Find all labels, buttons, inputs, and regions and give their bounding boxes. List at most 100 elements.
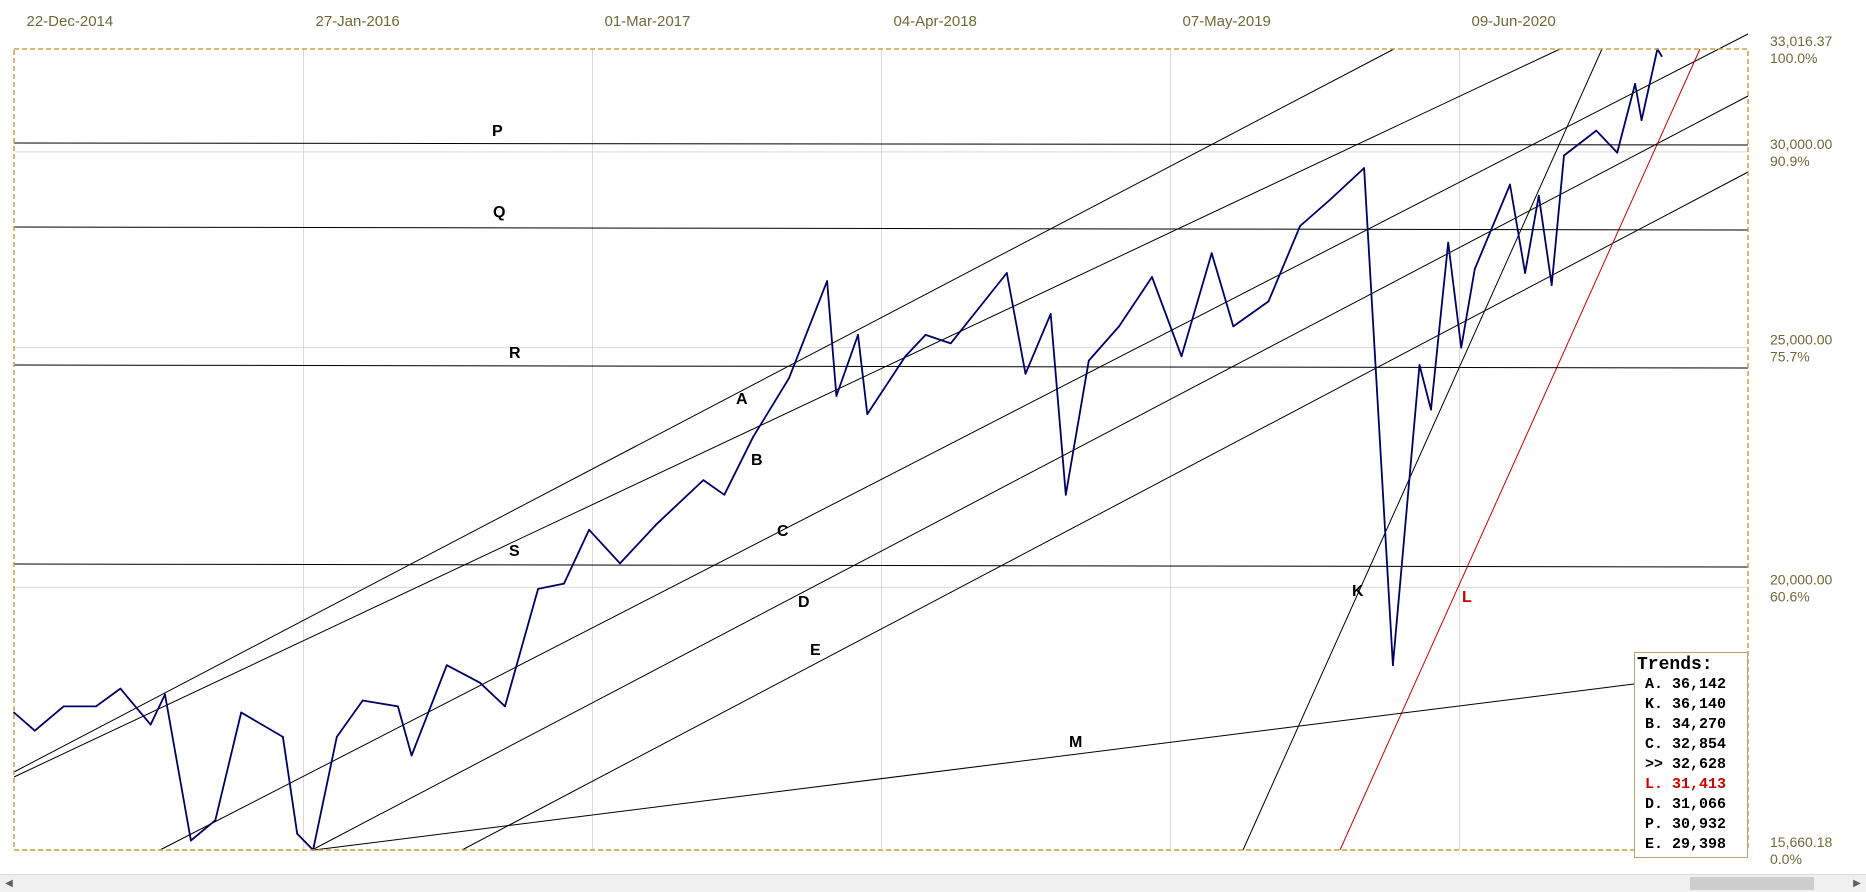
trends-title: Trends: [1637, 655, 1713, 675]
price-point [537, 588, 539, 590]
price-point [1180, 355, 1183, 358]
x-tick-label: 04-Apr-2018 [894, 13, 977, 30]
price-point [1267, 300, 1270, 303]
plot-frame [13, 48, 1749, 851]
price-point [1660, 55, 1663, 57]
price-line [13, 48, 1663, 851]
price-point [1329, 198, 1332, 201]
price-point [1299, 225, 1301, 227]
price-point [826, 280, 828, 282]
trend-row: D. 31,066 [1645, 796, 1727, 813]
trend-label-k: K [1352, 583, 1364, 600]
x-axis-labels: 22-Dec-2014 27-Jan-2016 01-Mar-2017 04-Apr-… [27, 13, 1556, 30]
trend-line-k [1242, 48, 1603, 851]
trend-row: A. 36,142 [1645, 676, 1727, 693]
price-point [504, 705, 506, 708]
price-point [95, 705, 97, 708]
trend-line-q [13, 226, 1749, 231]
scroll-left-arrow-icon[interactable]: ◀ [5, 878, 13, 889]
trend-label-p: P [492, 123, 503, 140]
price-point [479, 681, 481, 684]
price-point [1616, 151, 1619, 154]
trend-lines [13, 33, 1749, 851]
trend-line-p [13, 142, 1749, 146]
y-tick-label: 33,016.37 [1770, 33, 1832, 49]
price-point [949, 342, 952, 345]
price-point [788, 377, 790, 380]
price-point [445, 664, 448, 667]
price-point [1118, 325, 1120, 328]
price-point [702, 479, 705, 481]
y-tick-label: 20,000.00 [1770, 571, 1832, 587]
price-point [1430, 408, 1432, 411]
price-point [835, 395, 838, 397]
trend-label-e: E [810, 642, 821, 659]
horizontal-scrollbar[interactable]: ◀ ▶ [0, 874, 1866, 892]
y-tick-percent: 75.7% [1770, 349, 1810, 365]
y-tick-label: 25,000.00 [1770, 332, 1832, 348]
scroll-right-arrow-icon[interactable]: ▶ [1853, 878, 1861, 889]
trend-row: L. 31,413 [1645, 776, 1727, 793]
y-tick-percent: 60.6% [1770, 588, 1810, 604]
trend-row: B. 34,270 [1645, 716, 1727, 733]
price-point [1005, 272, 1008, 274]
scroll-thumb[interactable] [1690, 877, 1814, 890]
trend-label-q: Q [493, 204, 505, 221]
price-point [214, 819, 217, 822]
price-point [190, 839, 192, 842]
trends-panel: Trends: A. 36,142 K. 36,140 B. 34,270 C. 32… [1634, 652, 1748, 858]
price-point [1640, 119, 1643, 121]
price-point [1418, 364, 1421, 366]
price-point [752, 436, 754, 439]
price-point [563, 582, 565, 585]
stock-chart: 22-Dec-2014 27-Jan-2016 01-Mar-2017 04-Apr-… [13, 13, 1832, 867]
y-tick-percent: 100.0% [1770, 50, 1817, 66]
price-point [282, 736, 284, 738]
x-tick-label: 07-May-2019 [1183, 13, 1271, 30]
trend-line-a [13, 48, 1395, 773]
trend-label-l: L [1462, 589, 1472, 606]
trend-label-m: M [1069, 734, 1082, 751]
price-point [164, 693, 166, 696]
price-point [1049, 313, 1052, 315]
price-point [13, 711, 15, 714]
price-point [1087, 359, 1090, 362]
trend-line-e [461, 171, 1749, 851]
y-tick-label: 30,000.00 [1770, 136, 1832, 152]
trend-line-b [13, 48, 1561, 778]
price-point [1392, 664, 1394, 667]
trend-line-r [13, 364, 1749, 369]
price-point [866, 413, 869, 415]
trend-line-c [159, 33, 1749, 851]
trend-label-d: D [798, 594, 810, 611]
price-point [904, 355, 907, 358]
trend-row: P. 30,932 [1645, 816, 1727, 833]
x-tick-label: 27-Jan-2016 [316, 13, 400, 30]
trend-line-l [1339, 48, 1701, 851]
price-point [1151, 276, 1153, 278]
price-point [588, 528, 590, 531]
price-point [1064, 493, 1067, 496]
price-point [1363, 167, 1365, 170]
trends-list: A. 36,142 K. 36,140 B. 34,270 C. 32,854 >> 3… [1635, 675, 1747, 855]
y-tick-percent: 90.9% [1770, 153, 1810, 169]
price-point [1509, 183, 1511, 186]
trend-label-c: C [777, 523, 789, 540]
price-series [13, 48, 1663, 851]
price-point [1524, 272, 1526, 274]
trend-label-r: R [509, 345, 521, 362]
trend-label-b: B [751, 452, 763, 469]
trend-row: >> 32,628 [1645, 756, 1727, 773]
price-point [335, 736, 338, 738]
price-point [1595, 129, 1598, 132]
price-point [1550, 284, 1553, 286]
trend-row: E. 29,398 [1645, 836, 1727, 853]
price-point [296, 832, 299, 835]
price-point [1447, 241, 1450, 244]
price-point [397, 705, 399, 708]
grid-lines [14, 49, 1748, 850]
price-point [240, 711, 243, 714]
trend-line-m [313, 683, 1635, 851]
x-tick-label: 01-Mar-2017 [605, 13, 691, 30]
